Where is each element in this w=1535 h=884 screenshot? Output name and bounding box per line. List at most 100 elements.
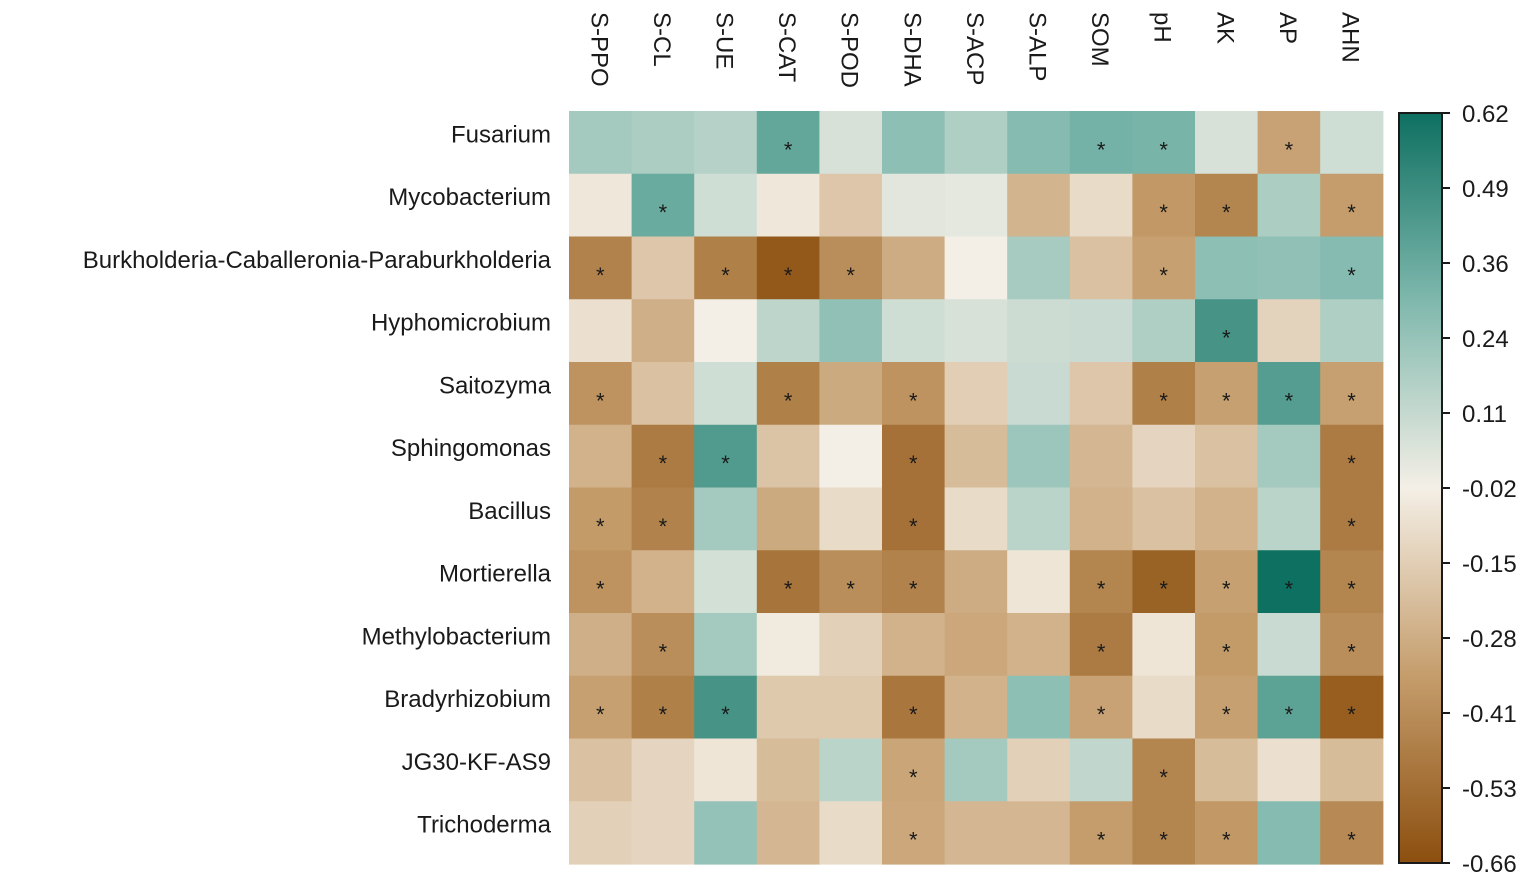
cell-jg30-kf-as9-s-pod	[819, 738, 883, 802]
significance-star: *	[596, 514, 605, 539]
cell-trichoderma-s-dha	[882, 801, 946, 865]
cell-burkholderia-caballeronia-paraburkholderia-s-ppo	[569, 236, 633, 300]
cell-hyphomicrobium-ak	[1195, 299, 1259, 363]
significance-star: *	[909, 828, 918, 853]
cell-methylobacterium-s-cat	[756, 613, 820, 677]
cell-bacillus-s-cl	[631, 487, 695, 551]
cell-fusarium-s-pod	[819, 111, 883, 175]
cell-methylobacterium-s-acp	[944, 613, 1008, 677]
significance-star: *	[596, 263, 605, 288]
cell-saitozyma-s-alp	[1007, 362, 1071, 426]
colorbar-tick-label: -0.66	[1462, 851, 1517, 878]
cell-fusarium-ahn	[1320, 111, 1384, 175]
cell-fusarium-s-dha	[882, 111, 946, 175]
cell-mycobacterium-s-dha	[882, 173, 946, 238]
cell-methylobacterium-ak	[1195, 613, 1259, 677]
significance-star: *	[1285, 702, 1294, 727]
cell-trichoderma-s-alp	[1007, 801, 1071, 865]
cell-hyphomicrobium-ph	[1132, 299, 1196, 363]
column-label-s-ue: S-UE	[711, 12, 738, 69]
significance-star: *	[1347, 514, 1356, 539]
significance-star: *	[659, 702, 668, 727]
colorbar-tick-label: 0.24	[1462, 326, 1509, 353]
cell-bacillus-s-alp	[1007, 487, 1071, 551]
cell-sphingomonas-s-alp	[1007, 424, 1071, 489]
significance-star: *	[909, 577, 918, 602]
row-label-saitozyma: Saitozyma	[439, 372, 552, 399]
cell-methylobacterium-ahn	[1320, 613, 1384, 677]
cell-hyphomicrobium-s-dha	[882, 299, 946, 363]
significance-star: *	[1159, 765, 1168, 790]
column-label-ph: pH	[1149, 12, 1176, 43]
cell-mortierella-s-dha	[882, 550, 946, 614]
cell-trichoderma-s-ppo	[569, 801, 633, 865]
cell-mycobacterium-ap	[1257, 173, 1321, 238]
colorbar-tick-label: 0.49	[1462, 176, 1509, 203]
cell-jg30-kf-as9-s-cat	[756, 738, 820, 802]
cell-bradyrhizobium-s-alp	[1007, 675, 1071, 740]
cell-mycobacterium-s-cl	[631, 173, 695, 238]
cell-mortierella-s-cat	[756, 550, 820, 614]
cell-bradyrhizobium-s-cat	[756, 675, 820, 740]
significance-star: *	[1097, 577, 1106, 602]
column-label-s-acp: S-ACP	[961, 12, 988, 85]
column-label-s-ppo: S-PPO	[585, 12, 612, 87]
significance-star: *	[721, 263, 730, 288]
cell-jg30-kf-as9-s-dha	[882, 738, 946, 802]
cell-mortierella-s-ppo	[569, 550, 633, 614]
cell-burkholderia-caballeronia-paraburkholderia-ak	[1195, 236, 1259, 300]
significance-star: *	[909, 765, 918, 790]
significance-star: *	[1159, 388, 1168, 413]
colorbar-tick-label: -0.53	[1462, 776, 1517, 803]
significance-star: *	[659, 514, 668, 539]
cell-bacillus-ahn	[1320, 487, 1384, 551]
significance-star: *	[1222, 702, 1231, 727]
cell-bradyrhizobium-ap	[1257, 675, 1321, 740]
cell-mortierella-ak	[1195, 550, 1259, 614]
cell-jg30-kf-as9-ap	[1257, 738, 1321, 802]
cell-saitozyma-som	[1069, 362, 1133, 426]
cell-burkholderia-caballeronia-paraburkholderia-s-acp	[944, 236, 1008, 300]
cell-sphingomonas-ph	[1132, 424, 1196, 489]
cell-bradyrhizobium-s-acp	[944, 675, 1008, 740]
cell-hyphomicrobium-s-ppo	[569, 299, 633, 363]
cell-jg30-kf-as9-s-cl	[631, 738, 695, 802]
significance-star: *	[784, 388, 793, 413]
cell-trichoderma-ahn	[1320, 801, 1384, 865]
cell-sphingomonas-s-dha	[882, 424, 946, 489]
cell-hyphomicrobium-s-ue	[694, 299, 758, 363]
significance-star: *	[1347, 200, 1356, 225]
significance-star: *	[1222, 577, 1231, 602]
cell-fusarium-s-alp	[1007, 111, 1071, 175]
cell-trichoderma-som	[1069, 801, 1133, 865]
significance-star: *	[784, 137, 793, 162]
column-label-ak: AK	[1211, 12, 1238, 44]
cell-saitozyma-ap	[1257, 362, 1321, 426]
cell-hyphomicrobium-s-pod	[819, 299, 883, 363]
significance-star: *	[1347, 451, 1356, 476]
cell-mycobacterium-s-acp	[944, 173, 1008, 238]
cell-jg30-kf-as9-s-acp	[944, 738, 1008, 802]
significance-star: *	[846, 263, 855, 288]
significance-star: *	[1097, 137, 1106, 162]
row-labels: Fusarium Mycobacterium Burkholderia-Caball…	[83, 121, 552, 838]
cell-methylobacterium-s-pod	[819, 613, 883, 677]
cell-methylobacterium-ap	[1257, 613, 1321, 677]
cell-bradyrhizobium-s-cl	[631, 675, 695, 740]
cell-burkholderia-caballeronia-paraburkholderia-s-cl	[631, 236, 695, 300]
cell-bacillus-s-acp	[944, 487, 1008, 551]
cell-bacillus-s-pod	[819, 487, 883, 551]
cell-trichoderma-s-acp	[944, 801, 1008, 865]
colorbar-tick-label: -0.28	[1462, 626, 1517, 653]
significance-star: *	[1222, 388, 1231, 413]
cell-bradyrhizobium-s-pod	[819, 675, 883, 740]
significance-star: *	[1347, 702, 1356, 727]
cell-bradyrhizobium-s-dha	[882, 675, 946, 740]
cell-burkholderia-caballeronia-paraburkholderia-ahn	[1320, 236, 1384, 300]
cell-methylobacterium-som	[1069, 613, 1133, 677]
significance-star: *	[1159, 577, 1168, 602]
cell-bradyrhizobium-ak	[1195, 675, 1259, 740]
significance-star: *	[1222, 639, 1231, 664]
cell-saitozyma-s-dha	[882, 362, 946, 426]
